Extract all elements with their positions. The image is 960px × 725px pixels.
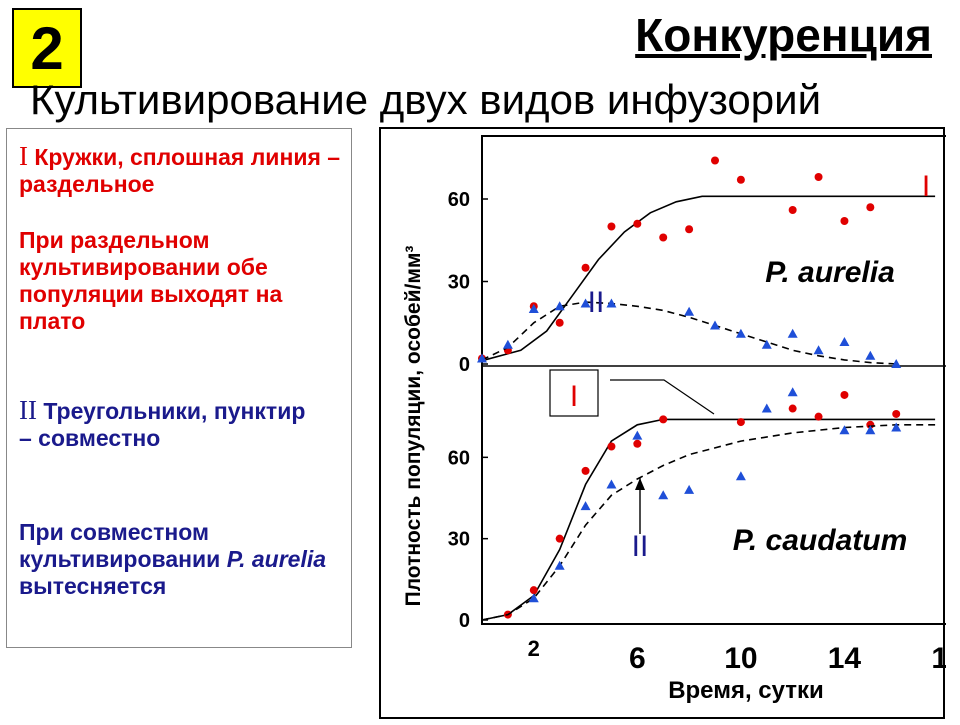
- y-tick-label: 0: [459, 354, 470, 376]
- data-point-circle: [633, 439, 642, 448]
- x-axis-label: Время, сутки: [668, 677, 824, 704]
- note-displacement-text-b: вытесняется: [19, 573, 167, 599]
- data-point-triangle: [865, 425, 876, 435]
- data-point-triangle: [684, 484, 695, 494]
- data-point-circle: [892, 409, 901, 418]
- data-point-triangle: [658, 490, 669, 500]
- data-point-triangle: [735, 471, 746, 481]
- x-tick-label: 2: [528, 636, 540, 661]
- data-point-triangle: [787, 387, 798, 397]
- data-point-circle: [736, 175, 745, 184]
- data-point-triangle: [839, 425, 850, 435]
- y-tick-label: 60: [448, 447, 470, 469]
- line-label-box: [549, 369, 599, 417]
- data-point-triangle: [761, 339, 772, 349]
- x-tick-label: 14: [828, 642, 862, 675]
- data-point-circle: [685, 225, 694, 234]
- data-point-triangle: [684, 306, 695, 316]
- pointer-line-I: [610, 379, 715, 415]
- data-point-circle: [736, 418, 745, 427]
- data-point-circle: [659, 233, 668, 242]
- chart-area: Плотность популяции, особей/мм³ Время, с…: [378, 126, 960, 720]
- data-point-circle: [633, 219, 642, 228]
- data-point-circle: [659, 415, 668, 424]
- data-point-triangle: [606, 479, 617, 489]
- note-plateau: При раздельном культивировании обе попул…: [19, 227, 283, 334]
- note-displacement-species: P. aurelia: [226, 546, 327, 572]
- data-point-triangle: [554, 560, 565, 570]
- line-label-I: I: [922, 170, 930, 203]
- data-point-triangle: [761, 403, 772, 413]
- data-point-triangle: [528, 593, 539, 603]
- data-point-circle: [529, 586, 538, 595]
- y-tick-label: 30: [448, 529, 470, 551]
- data-point-circle: [814, 412, 823, 421]
- line-label-II: II: [632, 530, 649, 563]
- line-label-I: I: [570, 380, 578, 413]
- data-point-circle: [840, 217, 849, 225]
- note-joint-legend: II Треугольники, пунктир – совместно: [19, 397, 319, 452]
- x-tick-label: 6: [629, 642, 646, 675]
- data-point-triangle: [477, 353, 487, 363]
- data-point-circle: [711, 156, 719, 165]
- line-label-II: II: [588, 286, 605, 319]
- data-point-circle: [814, 173, 823, 181]
- x-tick-label: 10: [724, 642, 757, 675]
- note-displacement-text-a: При совместном культивировании: [19, 519, 221, 572]
- data-point-circle: [555, 318, 564, 327]
- series-curve-II: [481, 301, 897, 365]
- y-tick-label: 0: [459, 610, 470, 632]
- y-tick-label: 60: [448, 189, 470, 211]
- data-point-circle: [607, 442, 616, 451]
- data-point-triangle: [839, 337, 850, 346]
- slide-number-badge: 2: [12, 8, 82, 88]
- x-tick-label: 18: [931, 642, 946, 675]
- species-name: P. aurelia: [765, 256, 895, 289]
- population-chart: Плотность популяции, особей/мм³ Время, с…: [379, 127, 960, 719]
- note-separate-legend: I Кружки, сплошная линия – раздельное: [19, 143, 349, 198]
- series-curve-II: [481, 423, 936, 621]
- note-displacement: При совместном культивировании P. aureli…: [19, 519, 349, 600]
- data-point-triangle: [813, 345, 824, 355]
- y-tick-label: 30: [448, 272, 470, 294]
- data-point-circle: [581, 466, 590, 475]
- data-point-circle: [581, 263, 590, 272]
- slide-subtitle: Культивирование двух видов инфузорий: [30, 76, 822, 123]
- roman-numeral-two: II: [19, 395, 37, 425]
- note-joint-text: Треугольники, пунктир – совместно: [19, 398, 306, 451]
- species-name: P. caudatum: [733, 524, 908, 557]
- note-separate-text: Кружки, сплошная линия – раздельное: [19, 144, 341, 197]
- data-point-triangle: [554, 301, 565, 311]
- data-point-triangle: [606, 298, 617, 308]
- data-point-triangle: [891, 359, 902, 368]
- data-point-circle: [840, 390, 849, 399]
- data-point-circle: [788, 404, 797, 413]
- data-point-triangle: [735, 328, 746, 338]
- data-point-circle: [866, 203, 875, 212]
- data-point-triangle: [865, 350, 876, 360]
- data-point-triangle: [710, 320, 720, 330]
- data-point-triangle: [580, 501, 591, 511]
- data-point-triangle: [528, 304, 539, 313]
- data-point-triangle: [891, 422, 902, 432]
- y-axis-label: Плотность популяции, особей/мм³: [402, 246, 425, 607]
- data-point-triangle: [580, 298, 591, 308]
- data-point-circle: [788, 206, 797, 214]
- data-point-triangle: [502, 339, 513, 349]
- data-point-circle: [555, 534, 564, 543]
- data-point-circle: [607, 222, 616, 231]
- roman-numeral-one: I: [19, 141, 28, 171]
- data-point-triangle: [787, 328, 798, 338]
- slide-title: Конкуренция: [635, 9, 932, 61]
- data-point-triangle: [632, 430, 643, 440]
- series-curve-I: [481, 195, 936, 362]
- chart-outer-frame: [379, 127, 945, 719]
- legend-notes-panel: I Кружки, сплошная линия – раздельное Пр…: [6, 128, 352, 648]
- arrow-head-II: [635, 478, 645, 490]
